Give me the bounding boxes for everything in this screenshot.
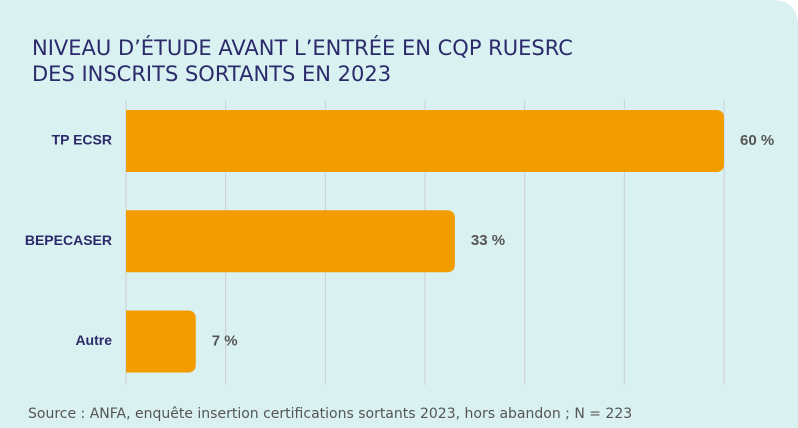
chart-title: DES INSCRITS SORTANTS EN 2023 (32, 62, 391, 86)
y-tick-label: BEPECASER (25, 232, 112, 248)
bar (126, 210, 455, 273)
y-tick-label: TP ECSR (52, 132, 112, 148)
source-note: Source : ANFA, enquête insertion certifi… (28, 406, 632, 422)
y-tick-label: Autre (75, 332, 112, 348)
value-label: 33 % (471, 232, 505, 249)
chart-title: NIVEAU D’ÉTUDE AVANT L’ENTRÉE EN CQP RUE… (32, 35, 573, 60)
bar (126, 110, 724, 172)
value-label: 60 % (740, 132, 774, 149)
bar (126, 310, 196, 373)
value-label: 7 % (212, 332, 238, 349)
